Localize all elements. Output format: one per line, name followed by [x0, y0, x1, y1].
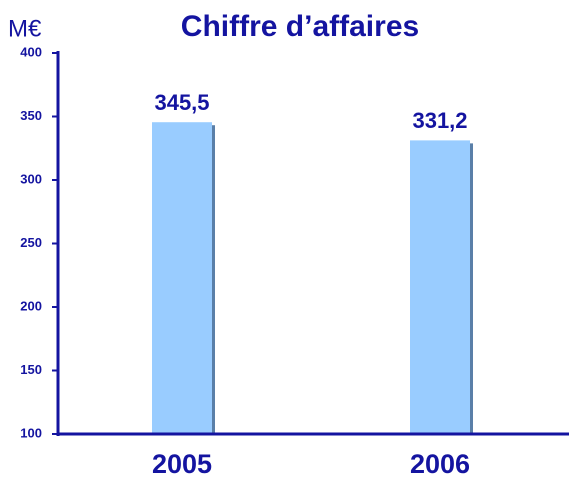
y-axis-label: M€: [8, 15, 42, 42]
x-tick-label: 2006: [410, 449, 470, 477]
chart-title: Chiffre d’affaires: [181, 10, 419, 43]
y-tick-label: 400: [20, 44, 42, 59]
y-tick-label: 150: [20, 362, 42, 377]
y-tick-label: 200: [20, 298, 42, 313]
bar: [152, 122, 212, 434]
x-tick-label: 2005: [152, 449, 212, 477]
y-tick-label: 100: [20, 425, 42, 440]
bar: [410, 140, 470, 434]
value-label: 345,5: [154, 90, 209, 115]
y-tick-label: 300: [20, 171, 42, 186]
value-label: 331,2: [412, 108, 467, 133]
y-tick-label: 250: [20, 235, 42, 250]
y-tick-label: 350: [20, 108, 42, 123]
